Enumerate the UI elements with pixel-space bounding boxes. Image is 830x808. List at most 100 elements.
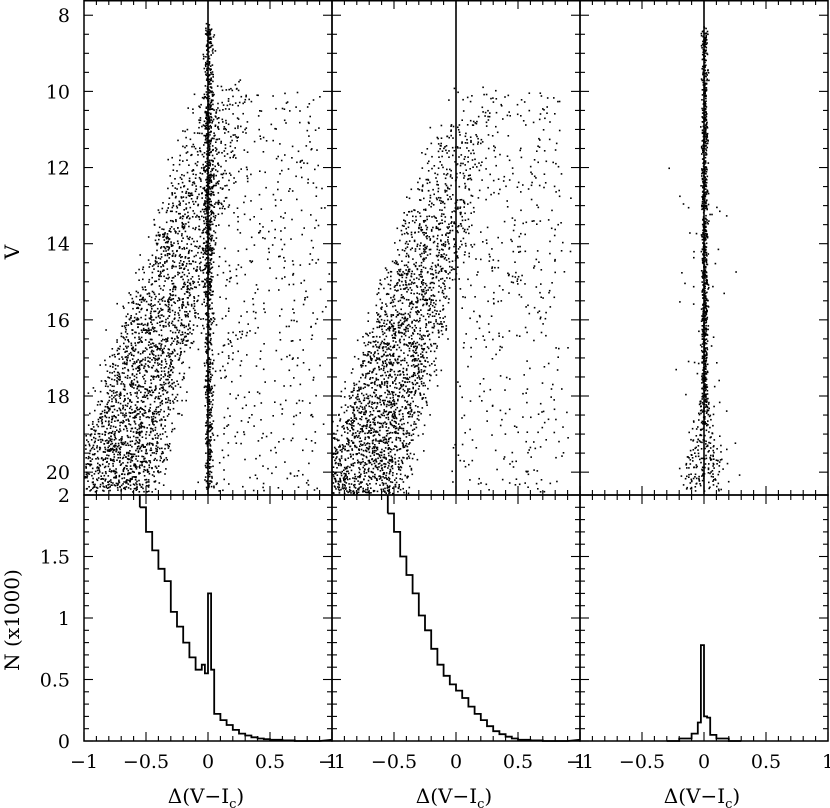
scatter-point bbox=[224, 185, 226, 187]
scatter-point bbox=[270, 432, 273, 434]
scatter-point bbox=[392, 301, 395, 303]
scatter-point bbox=[163, 228, 165, 231]
scatter-point bbox=[256, 477, 258, 480]
scatter-point bbox=[203, 188, 205, 190]
scatter-point bbox=[197, 313, 199, 315]
scatter-point bbox=[101, 425, 103, 428]
scatter-point bbox=[416, 297, 419, 300]
scatter-point bbox=[178, 212, 180, 215]
scatter-point bbox=[160, 246, 163, 248]
scatter-point bbox=[381, 325, 384, 327]
scatter-point bbox=[406, 196, 408, 198]
scatter-point bbox=[265, 435, 268, 438]
scatter-point bbox=[220, 140, 222, 143]
scatter-point bbox=[311, 148, 313, 150]
scatter-point bbox=[250, 100, 253, 103]
scatter-point bbox=[127, 369, 130, 372]
scatter-point bbox=[214, 215, 217, 217]
scatter-point bbox=[138, 332, 140, 335]
scatter-point bbox=[223, 150, 226, 152]
scatter-point bbox=[212, 191, 215, 194]
scatter-point bbox=[400, 418, 402, 421]
scatter-point bbox=[404, 312, 407, 315]
scatter-point bbox=[89, 457, 91, 459]
scatter-point bbox=[190, 287, 192, 289]
scatter-point bbox=[229, 415, 231, 417]
scatter-point bbox=[382, 484, 385, 486]
scatter-point bbox=[389, 421, 392, 423]
scatter-point bbox=[354, 436, 357, 438]
scatter-point bbox=[206, 134, 208, 137]
scatter-point bbox=[380, 307, 382, 309]
scatter-point bbox=[205, 313, 207, 315]
scatter-point bbox=[417, 434, 420, 437]
scatter-point bbox=[126, 377, 129, 379]
scatter-point bbox=[206, 253, 208, 256]
scatter-point bbox=[239, 79, 242, 81]
scatter-point bbox=[133, 471, 135, 473]
scatter-point bbox=[208, 83, 211, 85]
scatter-point bbox=[361, 481, 363, 483]
scatter-point bbox=[248, 98, 250, 101]
scatter-point bbox=[206, 337, 208, 339]
scatter-point bbox=[171, 428, 174, 431]
scatter-point bbox=[378, 345, 381, 348]
scatter-point bbox=[164, 262, 166, 264]
scatter-point bbox=[121, 325, 123, 327]
scatter-point bbox=[169, 374, 172, 376]
scatter-point bbox=[209, 378, 212, 381]
scatter-point bbox=[457, 231, 459, 234]
scatter-point bbox=[111, 442, 114, 445]
scatter-point bbox=[127, 339, 129, 342]
scatter-point bbox=[211, 90, 213, 93]
scatter-point bbox=[382, 362, 385, 365]
scatter-point bbox=[285, 399, 287, 402]
scatter-point bbox=[176, 400, 179, 402]
scatter-point bbox=[380, 355, 383, 358]
scatter-point bbox=[153, 413, 155, 415]
scatter-point bbox=[115, 437, 117, 440]
scatter-point bbox=[130, 468, 133, 470]
scatter-point bbox=[272, 415, 274, 417]
scatter-point bbox=[186, 303, 189, 305]
scatter-point bbox=[208, 426, 210, 428]
scatter-point bbox=[112, 363, 115, 366]
scatter-point bbox=[160, 401, 163, 403]
scatter-point bbox=[204, 202, 206, 205]
scatter-point bbox=[203, 228, 205, 231]
scatter-point bbox=[129, 461, 132, 463]
scatter-point bbox=[113, 434, 116, 437]
scatter-point bbox=[129, 468, 132, 470]
scatter-point bbox=[146, 442, 149, 445]
scatter-point bbox=[181, 414, 183, 416]
scatter-point bbox=[130, 381, 133, 383]
scatter-point bbox=[154, 370, 157, 372]
scatter-point bbox=[254, 317, 257, 320]
scatter-point bbox=[204, 194, 207, 196]
scatter-point bbox=[149, 317, 152, 320]
scatter-point bbox=[264, 237, 266, 240]
scatter-point bbox=[143, 468, 145, 471]
scatter-point bbox=[210, 193, 213, 195]
scatter-point bbox=[407, 416, 410, 418]
scatter-point bbox=[205, 391, 207, 394]
scatter-point bbox=[173, 261, 176, 263]
scatter-point bbox=[176, 300, 179, 302]
scatter-point bbox=[284, 461, 286, 463]
scatter-point bbox=[204, 248, 207, 250]
scatter-point bbox=[215, 109, 218, 111]
scatter-point bbox=[137, 306, 139, 309]
scatter-point bbox=[445, 184, 448, 187]
scatter-point bbox=[171, 360, 174, 362]
scatter-point bbox=[315, 219, 317, 222]
scatter-point bbox=[245, 248, 248, 251]
scatter-point bbox=[417, 367, 420, 369]
scatter-point bbox=[209, 188, 211, 190]
scatter-point bbox=[170, 369, 172, 371]
scatter-point bbox=[423, 197, 425, 200]
scatter-point bbox=[205, 245, 207, 247]
scatter-point bbox=[209, 291, 211, 294]
scatter-point bbox=[203, 144, 205, 146]
scatter-point bbox=[417, 181, 419, 184]
scatter-point bbox=[146, 427, 148, 429]
